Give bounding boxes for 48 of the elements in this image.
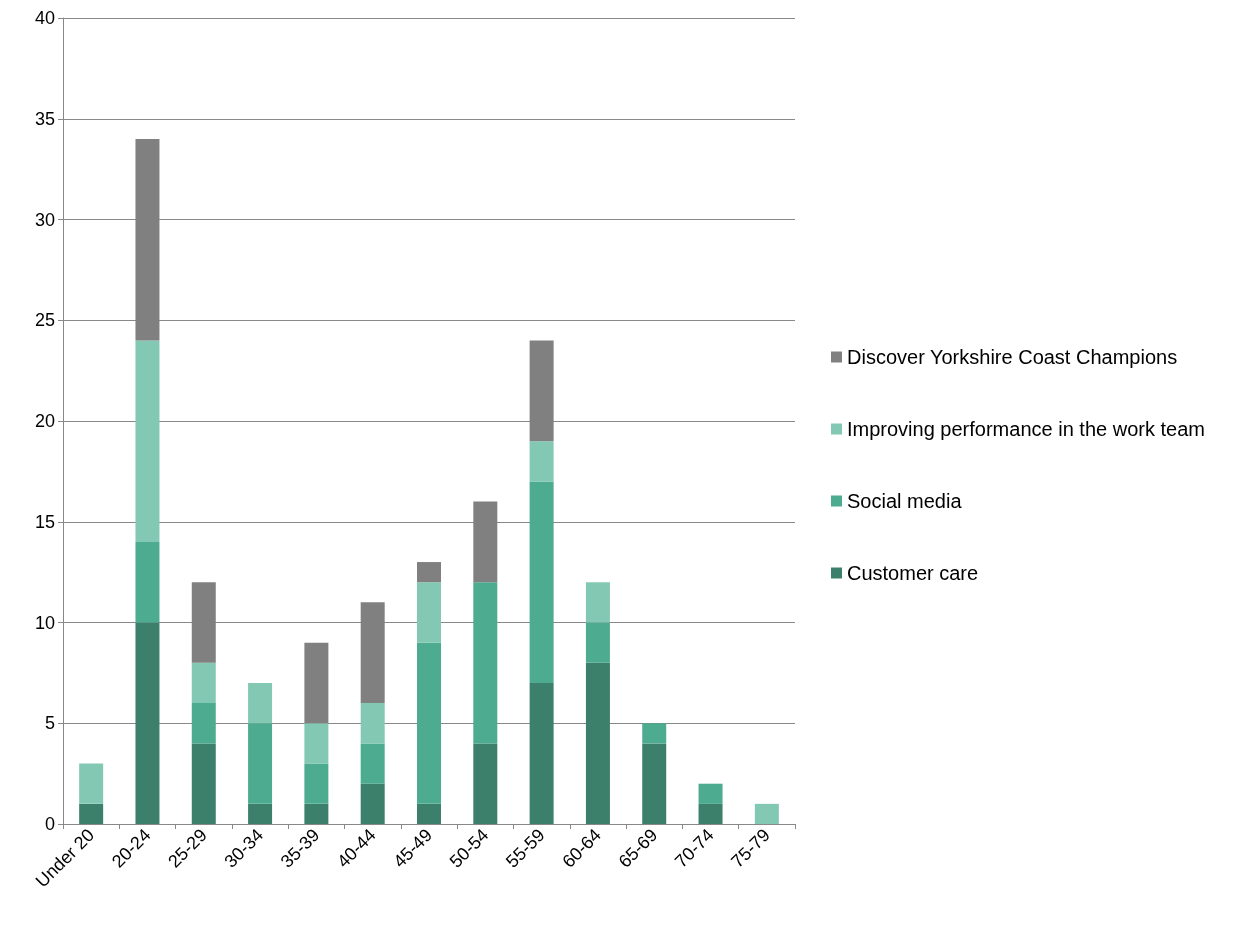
- bar: [360, 703, 385, 744]
- bar: [529, 682, 554, 824]
- y-tick-label: 30: [34, 209, 55, 230]
- bar: [417, 562, 441, 583]
- bar: [698, 783, 723, 804]
- y-tick-label: 10: [34, 612, 55, 633]
- bar: [191, 743, 216, 824]
- y-tick-label: 40: [34, 8, 55, 28]
- legend-label: Discover Yorkshire Coast Champions: [847, 346, 1178, 368]
- bar: [79, 803, 104, 824]
- bar: [304, 803, 329, 824]
- bar: [304, 763, 329, 804]
- bar: [473, 582, 498, 744]
- bar: [79, 763, 104, 804]
- bar: [642, 743, 667, 824]
- bar: [529, 481, 554, 683]
- bar: [191, 703, 216, 744]
- y-tick-label: 15: [34, 511, 55, 532]
- bar: [248, 803, 273, 824]
- legend-label: Social media: [847, 490, 963, 512]
- bar: [585, 582, 610, 623]
- y-tick-label: 0: [44, 814, 55, 834]
- bar: [135, 541, 160, 623]
- bar: [360, 743, 385, 784]
- bar: [585, 662, 610, 824]
- y-tick-label: 35: [34, 108, 55, 129]
- y-tick-label: 25: [34, 310, 55, 331]
- bar: [248, 682, 273, 724]
- bar: [248, 723, 273, 804]
- bar: [698, 803, 723, 824]
- bar: [642, 723, 667, 744]
- bar: [360, 783, 385, 824]
- bar: [417, 642, 441, 804]
- bar: [529, 441, 554, 482]
- bar: [135, 340, 160, 542]
- bar: [417, 803, 441, 824]
- bar: [304, 642, 329, 724]
- y-tick-label: 5: [44, 713, 55, 734]
- bar: [135, 622, 160, 824]
- bar: [191, 662, 216, 704]
- bar: [304, 723, 329, 764]
- bar: [585, 622, 610, 663]
- legend-label: Improving performance in the work team: [847, 418, 1205, 440]
- bar: [473, 743, 498, 824]
- bar: [417, 582, 441, 643]
- legend-label: Customer care: [847, 562, 979, 584]
- y-tick-label: 20: [34, 411, 55, 431]
- bar: [754, 803, 779, 824]
